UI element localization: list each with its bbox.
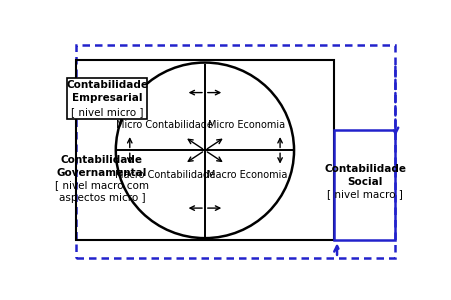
Text: Contabilidade: Contabilidade <box>324 164 406 174</box>
Text: [ nivel macro ]: [ nivel macro ] <box>327 189 403 199</box>
Text: [ nivel macro com: [ nivel macro com <box>55 181 149 190</box>
Text: Social: Social <box>347 176 383 187</box>
Text: Governamental: Governamental <box>57 168 147 178</box>
Text: aspectos micro ]: aspectos micro ] <box>59 193 145 203</box>
Text: Micro Contabilidade: Micro Contabilidade <box>116 120 213 130</box>
Text: Micro Economia: Micro Economia <box>208 120 285 130</box>
Text: Empresarial: Empresarial <box>72 93 143 103</box>
Text: Contabilidade: Contabilidade <box>61 155 143 165</box>
Text: Contabilidade
Empresarial
[ nivel micro ]: Contabilidade Empresarial [ nivel micro … <box>71 82 143 115</box>
Text: Macro Contabilidade: Macro Contabilidade <box>115 169 215 180</box>
Text: Contabilidade: Contabilidade <box>66 80 148 89</box>
Text: [ nivel micro ]: [ nivel micro ] <box>71 107 143 117</box>
Text: Macro Economia: Macro Economia <box>207 169 287 180</box>
